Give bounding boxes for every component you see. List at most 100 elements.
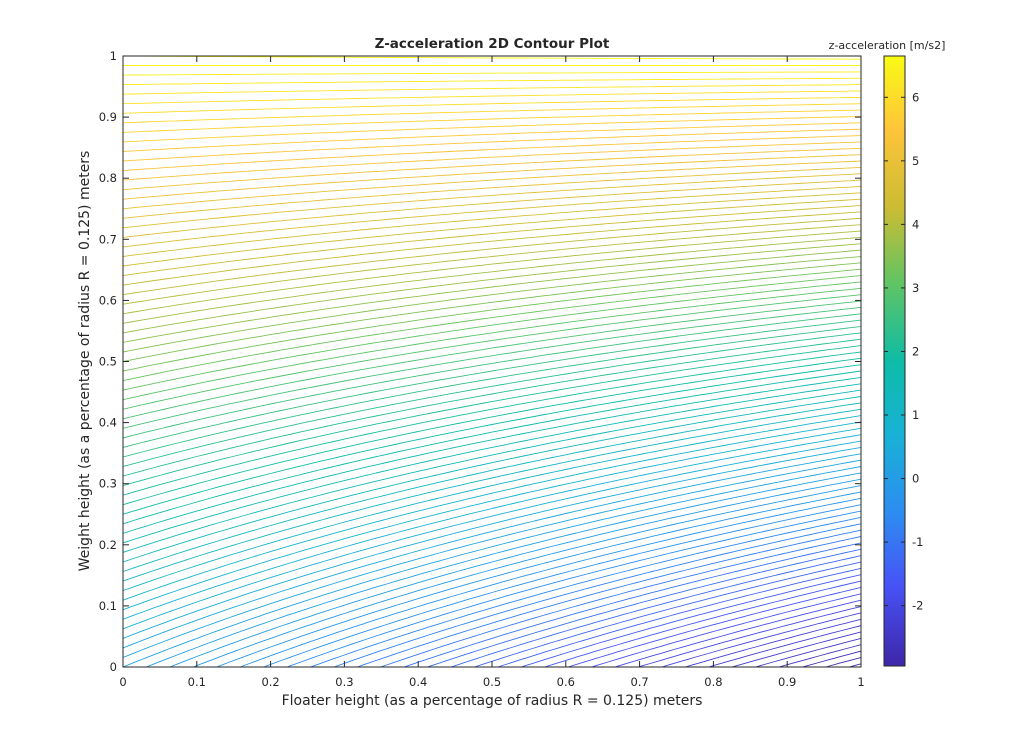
contour-line <box>567 586 861 667</box>
contour-line <box>123 268 861 372</box>
x-tick-label: 0.8 <box>704 675 722 689</box>
contour-line <box>123 459 861 658</box>
contour-line <box>123 294 861 410</box>
colorbar: z-acceleration [m/s2] -2 -1 0 1 2 3 4 5 6 <box>829 39 946 667</box>
contour-line <box>123 402 861 572</box>
colorbar-ticks: -2 -1 0 1 2 3 4 5 6 <box>884 90 923 613</box>
contour-line <box>123 313 861 439</box>
contour-line <box>357 529 861 667</box>
colorbar-tick-label: 3 <box>912 281 919 295</box>
contour-line <box>802 650 861 667</box>
contour-line <box>169 478 861 667</box>
contour-line <box>123 198 861 267</box>
contour-line <box>123 160 861 210</box>
chart-title: Z-acceleration 2D Contour Plot <box>375 36 610 52</box>
contour-line <box>123 256 861 353</box>
y-axis-label: Weight height (as a percentage of radius… <box>77 151 93 572</box>
contour-line <box>123 338 861 477</box>
contour-line <box>123 179 861 238</box>
y-tick-label: 0.7 <box>99 232 117 246</box>
y-tick-label: 0.1 <box>99 599 117 613</box>
colorbar-label: z-acceleration [m/s2] <box>829 39 946 52</box>
contour-line <box>123 383 861 544</box>
y-tick-label: 0.2 <box>99 538 117 552</box>
contour-line <box>123 319 861 448</box>
contour-line <box>123 351 861 496</box>
colorbar-tick-label: 2 <box>912 344 919 358</box>
y-tick-label: 0.9 <box>99 110 117 124</box>
y-tick-label: 0.4 <box>99 416 117 430</box>
contour-line <box>123 211 861 286</box>
y-tick-label: 0 <box>110 660 117 674</box>
contour-line <box>755 637 861 667</box>
contour-line <box>123 236 861 324</box>
contour-line <box>123 135 861 172</box>
contour-line <box>123 364 861 515</box>
contour-line <box>123 427 861 611</box>
contour-line <box>123 116 861 143</box>
contour-line <box>123 96 861 114</box>
contour-line <box>123 345 861 487</box>
plot-background <box>123 56 861 667</box>
contour-line <box>123 249 861 343</box>
x-tick-label: 0 <box>119 675 126 689</box>
contour-line <box>123 186 861 248</box>
contour-line <box>380 536 861 667</box>
contour-line <box>123 205 861 277</box>
contour-line <box>708 625 861 667</box>
contour-line <box>123 141 861 181</box>
contour-line <box>146 472 861 667</box>
contour-line <box>123 122 861 152</box>
contour-line <box>263 504 861 667</box>
contour-line <box>123 281 861 391</box>
colorbar-gradient <box>884 56 905 666</box>
colorbar-tick-label: -1 <box>912 535 923 549</box>
contour-line <box>123 166 861 219</box>
contour-line <box>778 644 861 667</box>
contour-line <box>123 275 861 382</box>
colorbar-tick-label: 0 <box>912 472 919 486</box>
y-tick-label: 1 <box>110 49 117 63</box>
contour-line <box>123 440 861 630</box>
x-tick-label: 0.9 <box>778 675 796 689</box>
contour-line <box>614 599 861 667</box>
contour-line <box>685 618 861 667</box>
contour-line <box>123 173 861 229</box>
contour-line <box>450 555 861 667</box>
contour-lines <box>123 56 861 667</box>
contour-line <box>497 567 861 667</box>
x-tick-label: 1 <box>857 675 864 689</box>
contour-line <box>661 612 861 667</box>
contour-line <box>193 485 861 667</box>
colorbar-tick-label: 4 <box>912 217 919 231</box>
contour-line <box>123 147 861 191</box>
x-tick-label: 0.7 <box>630 675 648 689</box>
contour-line <box>123 389 861 553</box>
contour-line <box>474 561 861 667</box>
colorbar-tick-label: 5 <box>912 154 919 168</box>
colorbar-frame <box>883 55 906 667</box>
contour-line <box>123 446 861 639</box>
contour-line <box>123 84 861 95</box>
colorbar-tick-label: 1 <box>912 408 919 422</box>
contour-line <box>123 466 861 667</box>
contour-line <box>123 128 861 162</box>
contour-line <box>123 262 861 362</box>
x-tick-label: 0.6 <box>557 675 575 689</box>
contour-line <box>591 593 861 667</box>
contour-line <box>123 90 861 105</box>
contour-line <box>123 306 861 429</box>
x-tick-label: 0.2 <box>261 675 279 689</box>
contour-line <box>123 77 861 86</box>
contour-line <box>123 287 861 401</box>
x-axis-ticks: 0 0.1 0.2 0.3 0.4 0.5 0.6 0.7 0.8 0.9 1 <box>119 56 865 689</box>
y-tick-label: 0.6 <box>99 293 117 307</box>
colorbar-tick-label: -2 <box>912 599 923 613</box>
x-tick-label: 0.5 <box>483 675 501 689</box>
contour-line <box>123 434 861 620</box>
contour-line <box>123 326 861 458</box>
contour-line <box>123 421 861 601</box>
contour-line <box>123 376 861 534</box>
contour-line <box>123 408 861 582</box>
